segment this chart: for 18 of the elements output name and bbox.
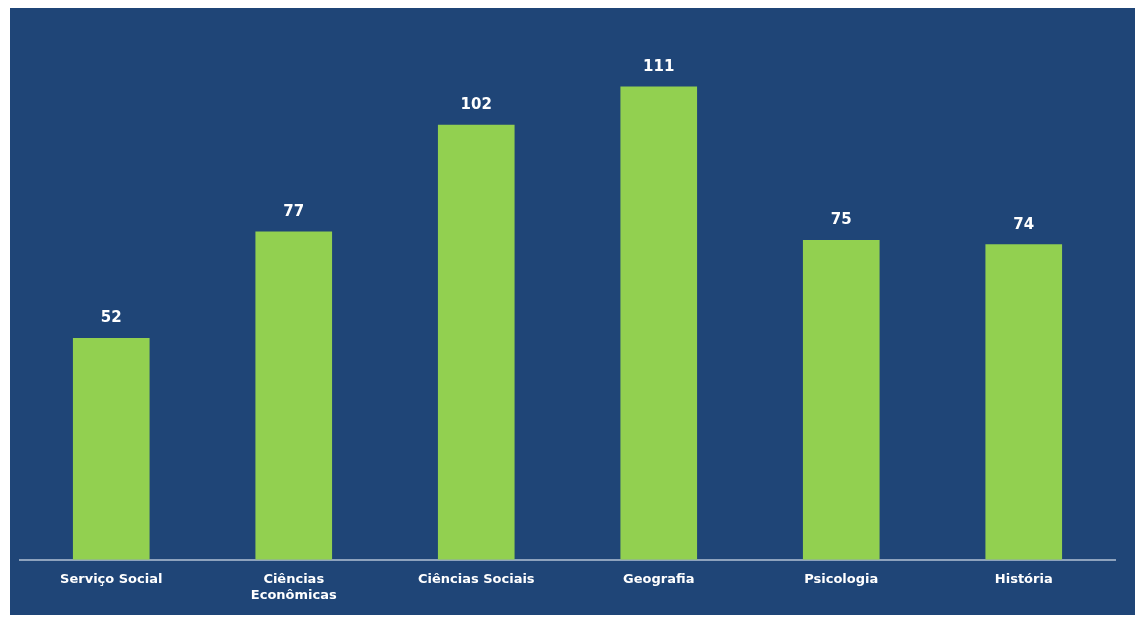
data-label: 102 [460,95,492,114]
x-tick-label: História [994,570,1053,586]
data-label: 75 [830,210,852,229]
bar [802,239,880,560]
data-label: 111 [643,56,675,75]
x-tick-label: Ciências Econômicas [250,570,337,602]
bar [255,231,333,560]
data-label: 77 [283,201,305,220]
x-tick-label: Ciências Sociais [417,570,535,586]
data-label: 52 [100,308,122,327]
bar [72,338,150,560]
bar [620,86,698,560]
data-label: 74 [1013,214,1035,233]
x-tick-label: Serviço Social [60,570,163,586]
x-tick-label: Psicologia [804,570,879,586]
x-tick-label: Geografia [623,570,695,586]
bar [985,244,1063,560]
bar [437,124,515,560]
